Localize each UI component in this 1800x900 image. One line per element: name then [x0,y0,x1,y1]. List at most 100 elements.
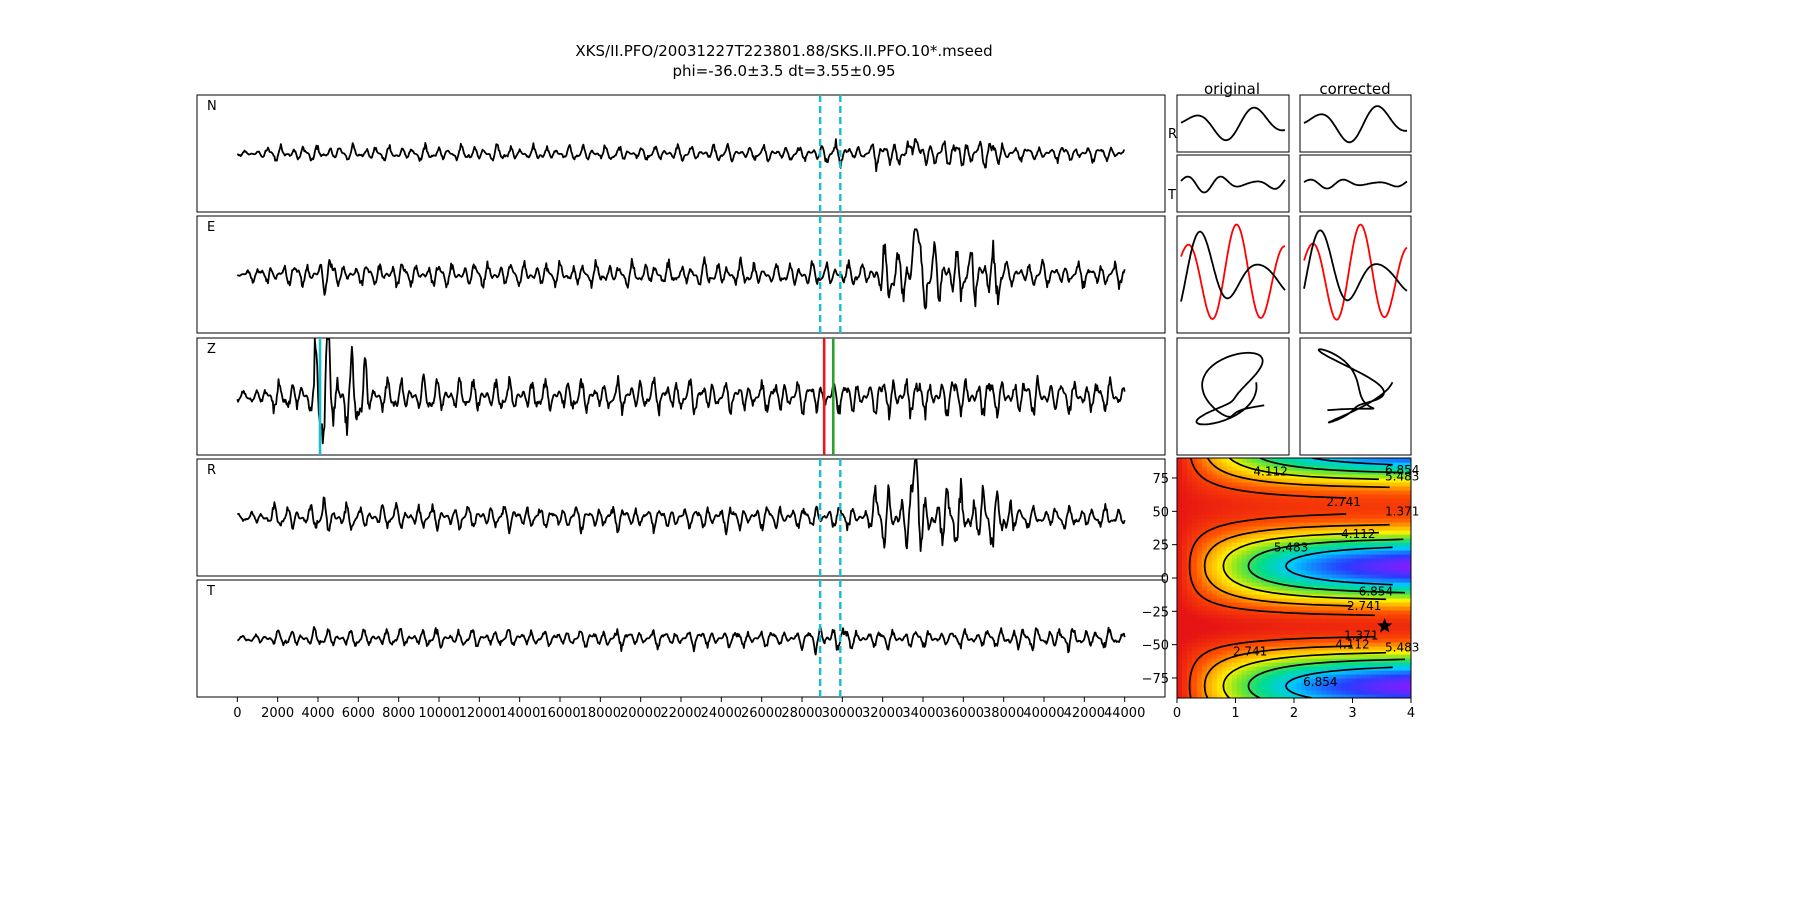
heatmap-cell [1236,674,1243,679]
heatmap-cell [1391,646,1397,651]
heatmap-cell [1351,522,1357,527]
heatmap-cell [1296,618,1303,623]
heatmap-cell [1396,574,1402,579]
heatmap-cell [1231,602,1238,607]
heatmap-cell [1261,590,1268,595]
heatmap-cell [1281,518,1288,523]
heatmap-cell [1271,562,1278,567]
heatmap-cell [1211,678,1218,683]
side-panel-corrected-2 [1299,215,1412,334]
heatmap-cell [1321,470,1327,475]
heatmap-cell [1351,526,1357,531]
heatmap-cell [1271,478,1278,483]
heatmap-cell [1371,618,1377,623]
heatmap-cell [1236,630,1243,635]
heatmap-cell [1386,510,1392,515]
heatmap-cell [1286,622,1293,627]
heatmap-cell [1186,458,1193,463]
heatmap-cell [1216,546,1223,551]
heatmap-cell [1251,538,1258,543]
heatmap-cell [1351,594,1357,599]
heatmap-cell [1366,662,1372,667]
heatmap-cell [1226,470,1233,475]
heatmap-cell [1326,478,1332,483]
heatmap-cell [1231,646,1238,651]
heatmap-cell [1401,550,1407,555]
heatmap-cell [1346,594,1352,599]
heatmap-cell [1221,626,1228,631]
heatmap-cell [1286,654,1293,659]
heatmap-cell [1216,470,1223,475]
heatmap-cell [1336,610,1342,615]
trace-frame-r [196,458,1166,577]
heatmap-cell [1301,606,1308,611]
heatmap-cell [1191,502,1198,507]
es-x-tick-label: 3 [1348,706,1356,721]
heatmap-cell [1321,522,1327,527]
heatmap-cell [1226,586,1233,591]
heatmap-cell [1281,614,1288,619]
heatmap-cell [1271,630,1278,635]
heatmap-cell [1211,558,1218,563]
x-tick-label: 30000 [822,706,863,721]
heatmap-cell [1286,538,1293,543]
heatmap-cell [1351,466,1357,471]
heatmap-cell [1406,526,1411,531]
heatmap-cell [1261,534,1268,539]
heatmap-cell [1241,506,1248,511]
heatmap-cell [1226,602,1233,607]
heatmap-cell [1311,582,1318,587]
heatmap-cell [1386,570,1392,575]
heatmap-cell [1216,486,1223,491]
heatmap-cell [1231,498,1238,503]
heatmap-cell [1181,630,1188,635]
heatmap-cell [1281,482,1288,487]
heatmap-cell [1366,670,1372,675]
heatmap-cell [1401,630,1407,635]
es-y-tick-label: −50 [1142,639,1169,654]
heatmap-cell [1381,510,1387,515]
heatmap-cell [1291,510,1298,515]
heatmap-cell [1261,626,1268,631]
heatmap-cell [1281,670,1288,675]
heatmap-cell [1281,530,1288,535]
heatmap-cell [1291,638,1298,643]
heatmap-cell [1316,618,1322,623]
heatmap-cell [1346,578,1352,583]
heatmap-cell [1191,534,1198,539]
heatmap-cell [1356,638,1362,643]
heatmap-cell [1326,586,1332,591]
heatmap-cell [1246,626,1253,631]
heatmap-cell [1401,482,1407,487]
heatmap-cell [1177,562,1183,567]
heatmap-cell [1286,582,1293,587]
heatmap-cell [1351,578,1357,583]
heatmap-cell [1396,522,1402,527]
heatmap-cell [1296,506,1303,511]
heatmap-cell [1256,514,1263,519]
heatmap-cell [1231,458,1238,463]
heatmap-cell [1381,490,1387,495]
heatmap-cell [1401,466,1407,471]
heatmap-cell [1366,458,1372,463]
heatmap-cell [1251,510,1258,515]
heatmap-cell [1177,482,1183,487]
heatmap-cell [1366,514,1372,519]
heatmap-cell [1356,678,1362,683]
heatmap-cell [1236,514,1243,519]
heatmap-cell [1306,658,1313,663]
heatmap-cell [1266,562,1273,567]
heatmap-cell [1301,470,1308,475]
heatmap-cell [1281,486,1288,491]
heatmap-cell [1291,642,1298,647]
heatmap-cell [1286,578,1293,583]
heatmap-cell [1177,478,1183,483]
heatmap-cell [1316,458,1322,463]
row-label-t: T [1167,188,1176,203]
heatmap-cell [1351,502,1357,507]
heatmap-cell [1276,626,1283,631]
heatmap-cell [1291,478,1298,483]
heatmap-cell [1296,550,1303,555]
heatmap-cell [1396,638,1402,643]
heatmap-cell [1246,534,1253,539]
